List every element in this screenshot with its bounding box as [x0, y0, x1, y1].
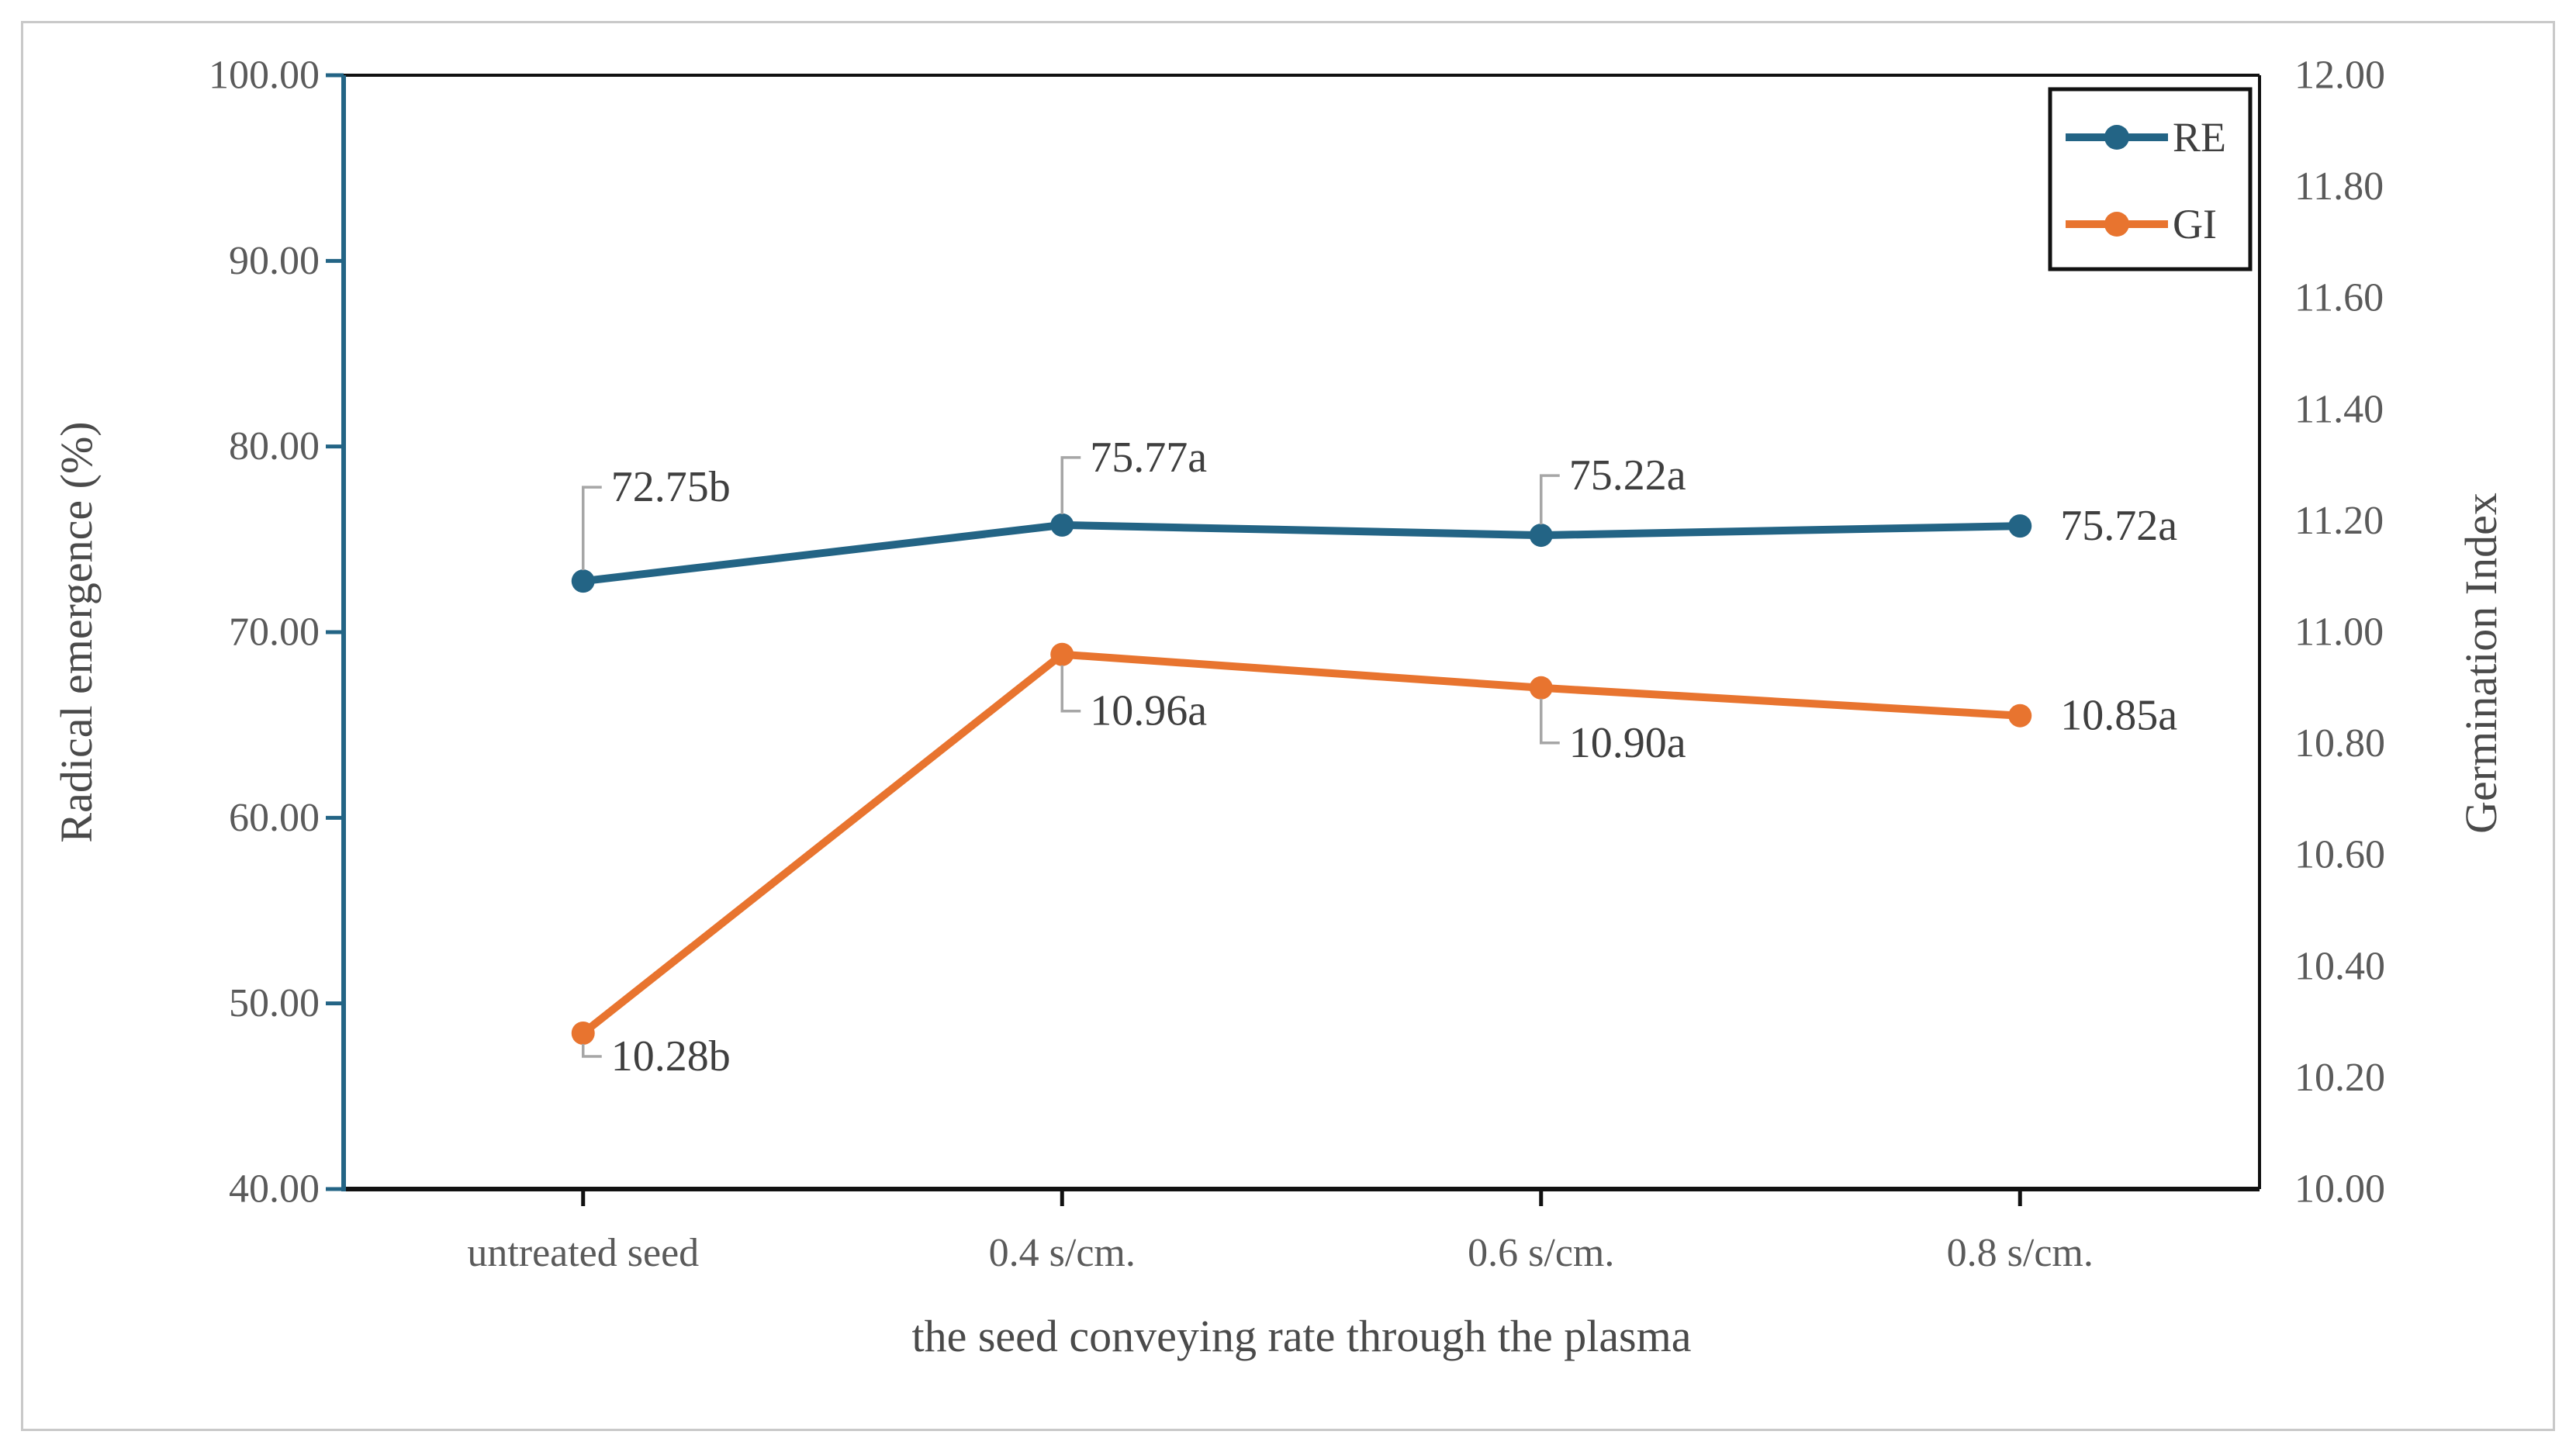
data-label-gi-3: 10.85a — [2060, 692, 2177, 740]
x-axis-category-label: 0.8 s/cm. — [1947, 1231, 2094, 1275]
x-axis-category-label: untreated seed — [467, 1231, 699, 1275]
left-axis-tick-label: 90.00 — [229, 239, 320, 283]
x-axis-ticks: untreated seed 0.4 s/cm. 0.6 s/cm. 0.8 s/cm… — [467, 1189, 2094, 1275]
data-label-gi-2: 10.90a — [1569, 719, 1686, 767]
left-axis-tick-label: 60.00 — [229, 796, 320, 840]
data-point-labels: 72.75b 75.77a 75.22a 75.72a 10.28b 10.96a 10.9… — [582, 434, 2177, 1080]
x-axis-category-label: 0.6 s/cm. — [1468, 1231, 1614, 1275]
right-axis-tick-label: 10.20 — [2294, 1056, 2385, 1100]
data-point-gi-2 — [1529, 676, 1553, 700]
data-label-leader-gi-0 — [582, 1043, 602, 1058]
data-point-re-1 — [1050, 513, 1074, 537]
legend-box — [2048, 87, 2253, 271]
data-point-gi-1 — [1050, 642, 1074, 666]
right-axis-tick-label: 11.40 — [2294, 387, 2384, 431]
right-axis-tick-label: 10.60 — [2294, 833, 2385, 877]
legend-re-label: RE — [2173, 114, 2226, 161]
data-point-re-3 — [2008, 514, 2032, 538]
data-point-gi-0 — [571, 1021, 595, 1045]
data-point-gi-3 — [2008, 704, 2032, 728]
legend-gi-label: GI — [2173, 201, 2217, 247]
data-label-leader-re-0 — [582, 486, 602, 571]
series-line-re — [579, 520, 2024, 586]
data-label-leader-gi-2 — [1540, 698, 1560, 745]
left-axis-title: Radical emergence (%) — [51, 421, 102, 842]
data-label-re-0: 72.75b — [611, 463, 731, 511]
legend-entry-re: RE — [2066, 114, 2226, 161]
left-axis-tick-label: 100.00 — [209, 54, 320, 98]
data-point-re-0 — [571, 569, 595, 593]
right-axis-tick-label: 10.00 — [2294, 1167, 2385, 1212]
data-label-leader-re-1 — [1060, 456, 1081, 514]
legend-re-marker — [2104, 125, 2129, 150]
right-axis-tick-label: 10.40 — [2294, 944, 2385, 988]
data-label-leader-re-2 — [1540, 474, 1560, 525]
left-axis-tick-label: 80.00 — [229, 424, 320, 468]
right-axis-tick-label: 11.60 — [2294, 276, 2384, 320]
data-label-gi-0: 10.28b — [611, 1032, 731, 1080]
x-axis-category-label: 0.4 s/cm. — [989, 1231, 1136, 1275]
legend: RE GI — [2048, 87, 2253, 271]
data-label-re-3: 75.72a — [2060, 502, 2177, 550]
data-label-gi-1: 10.96a — [1090, 687, 1207, 735]
right-axis-tick-label: 12.00 — [2294, 54, 2385, 98]
right-axis-tick-label: 11.20 — [2294, 499, 2384, 543]
right-axis-title: Germination Index — [2456, 493, 2506, 834]
left-axis-ticks: 100.00 90.00 80.00 70.00 60.00 50.00 40.00 — [209, 54, 344, 1212]
right-axis-tick-label: 11.00 — [2294, 610, 2384, 655]
data-label-leader-gi-1 — [1060, 665, 1081, 713]
left-axis-tick-label: 70.00 — [229, 610, 320, 655]
right-axis-tick-label: 11.80 — [2294, 164, 2384, 209]
right-axis-tick-label: 10.80 — [2294, 721, 2385, 766]
data-point-re-2 — [1529, 524, 1553, 548]
legend-entry-gi: GI — [2066, 201, 2217, 247]
x-axis-title: the seed conveying rate through the plas… — [911, 1311, 1691, 1361]
legend-gi-marker — [2104, 212, 2129, 237]
right-axis-ticks: 12.00 11.80 11.60 11.40 11.20 11.00 10.80 10.60… — [2294, 54, 2385, 1212]
series-line-gi — [579, 650, 2024, 1037]
left-axis-tick-label: 40.00 — [229, 1167, 320, 1212]
data-series — [571, 513, 2032, 1045]
left-axis-tick-label: 50.00 — [229, 981, 320, 1025]
data-label-re-2: 75.22a — [1569, 451, 1686, 500]
data-label-re-1: 75.77a — [1090, 434, 1207, 482]
